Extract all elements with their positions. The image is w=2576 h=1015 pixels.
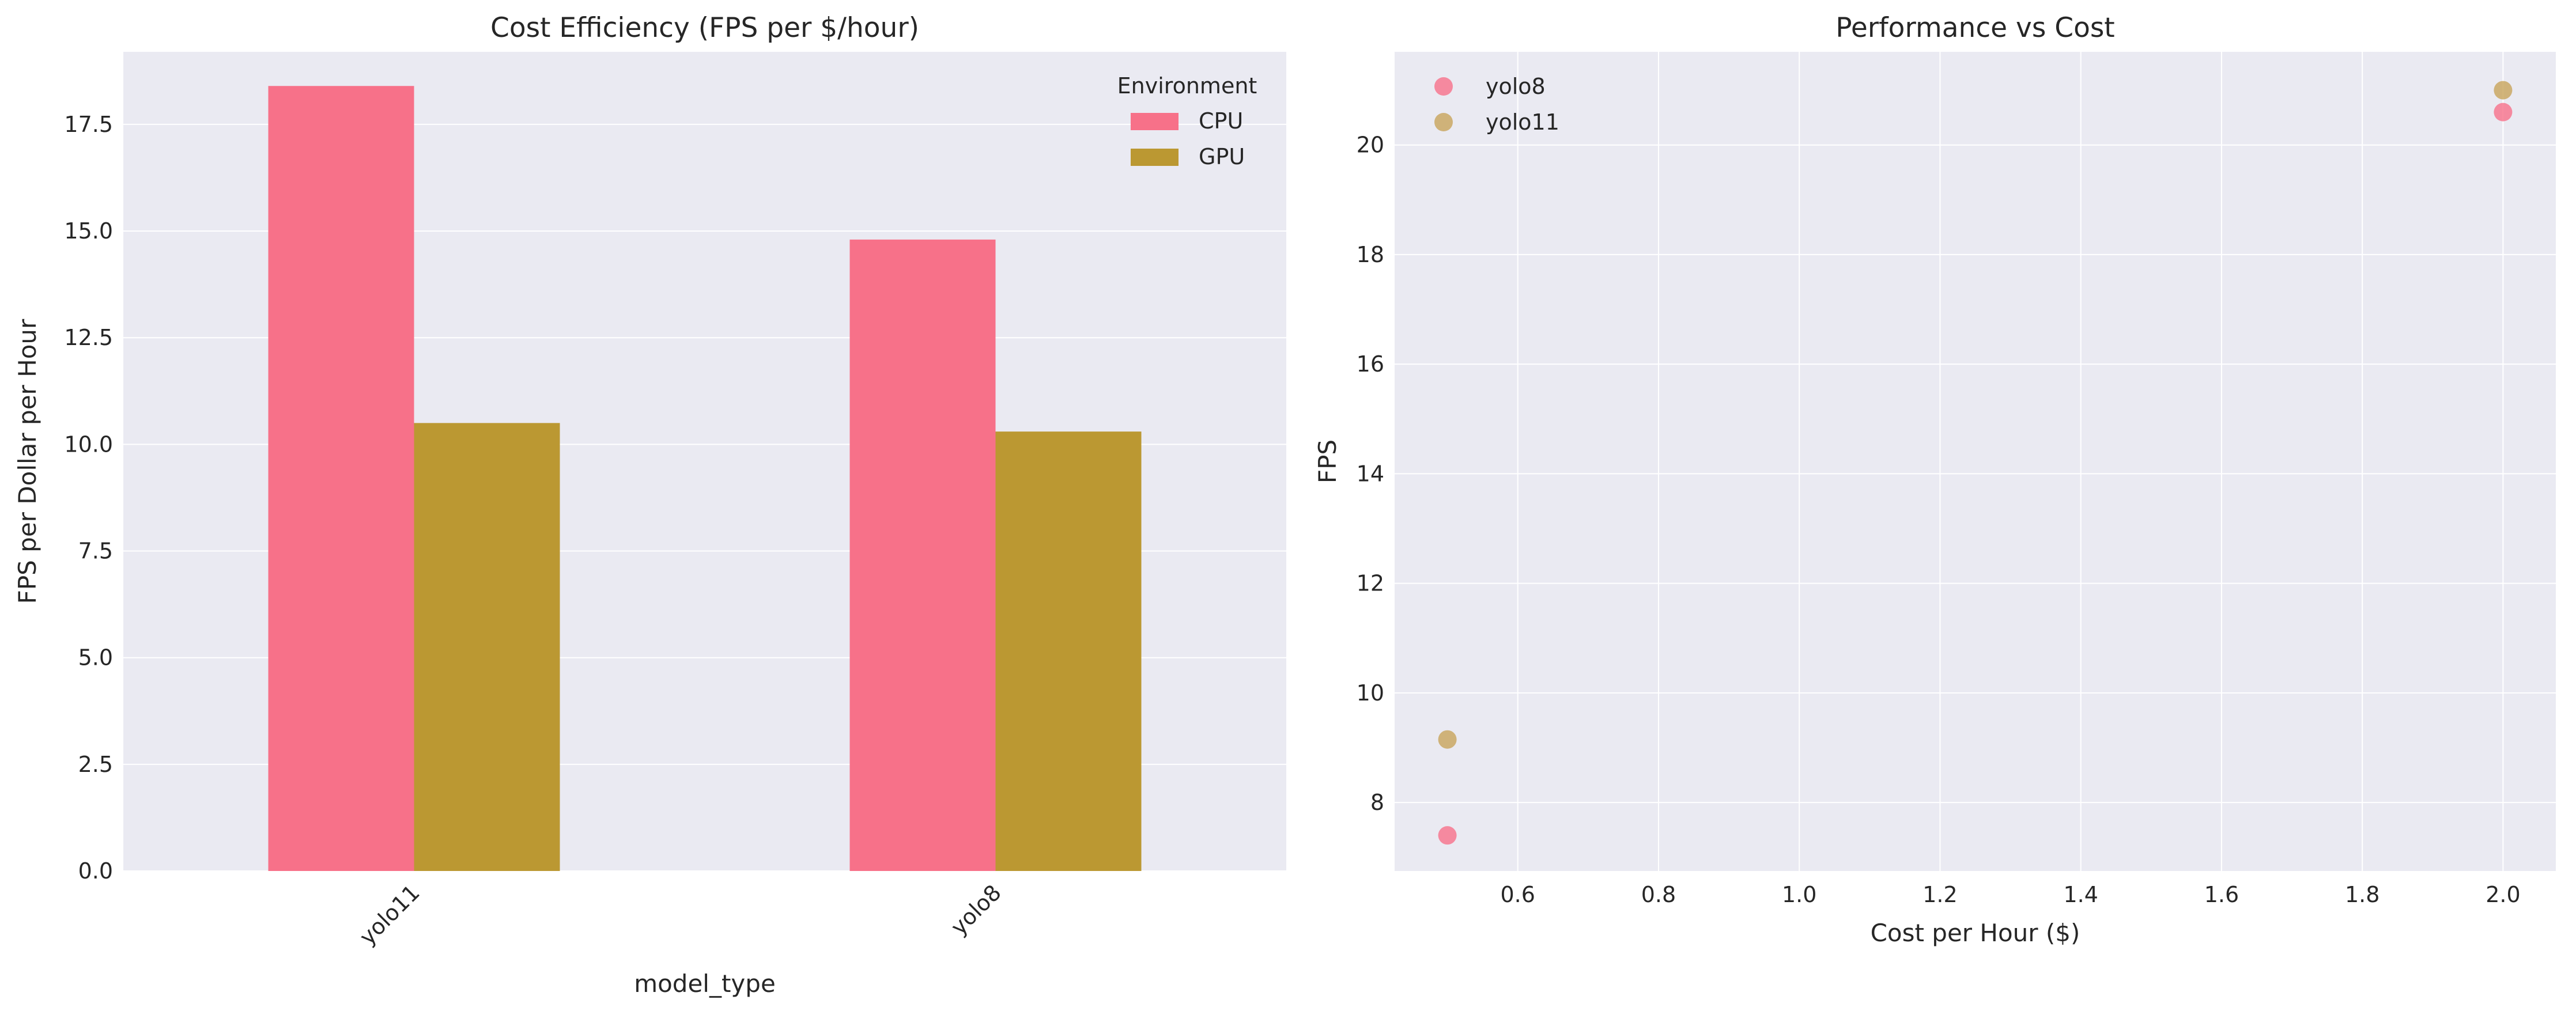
scatter-legend: yolo8 yolo11 [1434,74,1559,135]
scatter-x-tick-label: 0.6 [1500,882,1535,907]
scatter-y-axis-label: FPS [1313,440,1342,483]
scatter-y-tick-label: 14 [1357,461,1384,486]
bar-legend: Environment CPU GPU [1117,73,1257,169]
bar-y-ticks: 0.0 2.5 5.0 7.5 10.0 12.5 15.0 17.5 [64,112,113,884]
bar-legend-label-gpu: GPU [1199,144,1245,169]
scatter-legend-label-yolo11: yolo11 [1486,109,1559,135]
bar-y-tick-label: 5.0 [78,645,113,671]
scatter-grid [1395,52,2556,871]
scatter-y-tick-label: 10 [1357,680,1384,706]
bar-y-tick-label: 15.0 [64,218,113,244]
scatter-plot-area [1395,52,2556,871]
scatter-y-tick-label: 16 [1357,351,1384,377]
scatter-marks [1438,81,2513,845]
scatter-y-ticks: 8 10 12 14 16 18 20 [1357,132,1384,815]
scatter-x-tick-label: 1.0 [1782,882,1816,907]
bar-y-tick-label: 7.5 [78,539,113,564]
scatter-legend-marker-yolo11 [1434,113,1453,131]
scatter-x-axis-label: Cost per Hour ($) [1871,919,2080,947]
bar-yolo8-gpu [995,431,1142,871]
scatter-x-tick-label: 0.8 [1641,882,1676,907]
scatter-x-tick-label: 1.6 [2204,882,2239,907]
bar-y-axis-label: FPS per Dollar per Hour [13,319,41,604]
bar-chart-title: Cost Efficiency (FPS per $/hour) [490,12,919,44]
scatter-point-yolo8 [2494,103,2513,122]
scatter-y-tick-label: 8 [1370,790,1384,815]
bar-yolo8-cpu [849,239,996,871]
scatter-point-yolo8 [1438,826,1457,845]
bar-yolo11-cpu [268,86,414,871]
scatter-legend-label-yolo8: yolo8 [1486,74,1546,99]
scatter-x-tick-label: 2.0 [2486,882,2520,907]
bar-y-tick-label: 10.0 [64,431,113,457]
scatter-y-tick-label: 18 [1357,242,1384,267]
bar-y-tick-label: 2.5 [78,752,113,777]
bar-marks [268,86,1142,871]
bar-y-tick-label: 17.5 [64,112,113,137]
scatter-chart-title: Performance vs Cost [1835,12,2115,44]
bar-y-tick-label: 0.0 [78,858,113,884]
bar-legend-title: Environment [1117,73,1257,99]
scatter-point-yolo11 [1438,730,1457,749]
performance-vs-cost-scatter-chart: 8 10 12 14 16 18 20 0.6 0.8 1.0 1.2 1.4 1.6 1.8 2.0 P… [1313,12,2556,947]
bar-legend-label-cpu: CPU [1199,108,1243,134]
bar-legend-swatch-cpu [1131,113,1179,130]
scatter-x-tick-label: 1.4 [2063,882,2098,907]
scatter-y-tick-label: 12 [1357,571,1384,596]
scatter-x-tick-label: 1.2 [1922,882,1957,907]
scatter-legend-marker-yolo8 [1434,77,1453,96]
cost-efficiency-bar-chart: 0.02.55.07.510.012.515.017.5 yolo11 yolo8… [13,12,1286,998]
scatter-x-ticks: 0.6 0.8 1.0 1.2 1.4 1.6 1.8 2.0 [1500,882,2520,907]
bar-legend-swatch-gpu [1131,149,1179,166]
bar-x-axis-label: model_type [634,969,776,998]
bar-y-tick-label: 12.5 [64,325,113,350]
scatter-point-yolo11 [2494,81,2513,100]
bar-yolo11-gpu [414,423,560,871]
scatter-x-tick-label: 1.8 [2345,882,2379,907]
scatter-y-tick-label: 20 [1357,132,1384,158]
